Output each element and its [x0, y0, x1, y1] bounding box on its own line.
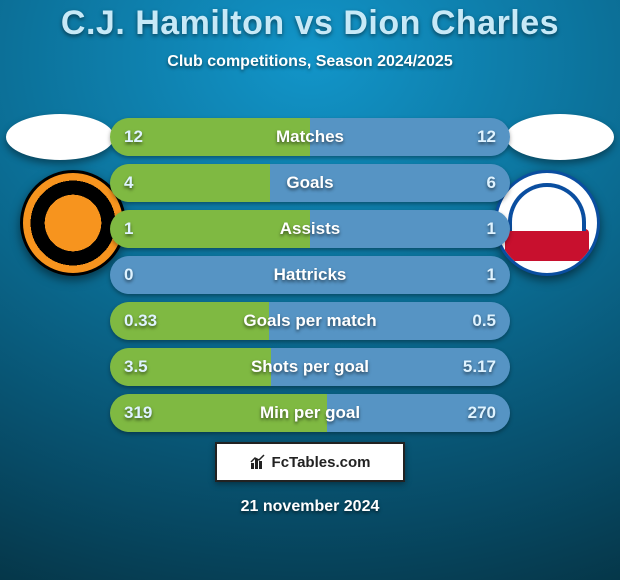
stat-row: 46Goals [110, 164, 510, 202]
stat-bar-right [270, 164, 510, 202]
stat-bar-left [110, 118, 310, 156]
stat-bar-right [327, 394, 510, 432]
stat-row: 0.330.5Goals per match [110, 302, 510, 340]
stat-bar-right [310, 118, 510, 156]
stat-rows: 1212Matches 46Goals 11Assists 01Hattricks 0.… [110, 118, 510, 440]
comparison-infographic: C.J. Hamilton vs Dion Charles Club compe… [0, 0, 620, 580]
page-title: C.J. Hamilton vs Dion Charles [0, 0, 620, 43]
stat-bar-right [271, 348, 510, 386]
player-avatar-right [506, 114, 614, 160]
stat-row: 319270Min per goal [110, 394, 510, 432]
stat-row: 11Assists [110, 210, 510, 248]
date-label: 21 november 2024 [0, 498, 620, 516]
player-avatar-left [6, 114, 114, 160]
stat-bar-right [110, 256, 510, 294]
stat-bar-left [110, 302, 269, 340]
brand-icon [250, 454, 266, 470]
stat-bar-left [110, 210, 310, 248]
brand-label: FcTables.com [272, 454, 371, 471]
stat-bar-left [110, 348, 271, 386]
stat-bar-left [110, 164, 270, 202]
subtitle: Club competitions, Season 2024/2025 [0, 53, 620, 71]
stat-bar-left [110, 394, 327, 432]
stat-bar-right [269, 302, 510, 340]
stat-row: 1212Matches [110, 118, 510, 156]
stat-row: 01Hattricks [110, 256, 510, 294]
stat-row: 3.55.17Shots per goal [110, 348, 510, 386]
stat-bar-right [310, 210, 510, 248]
brand-badge: FcTables.com [215, 442, 405, 482]
